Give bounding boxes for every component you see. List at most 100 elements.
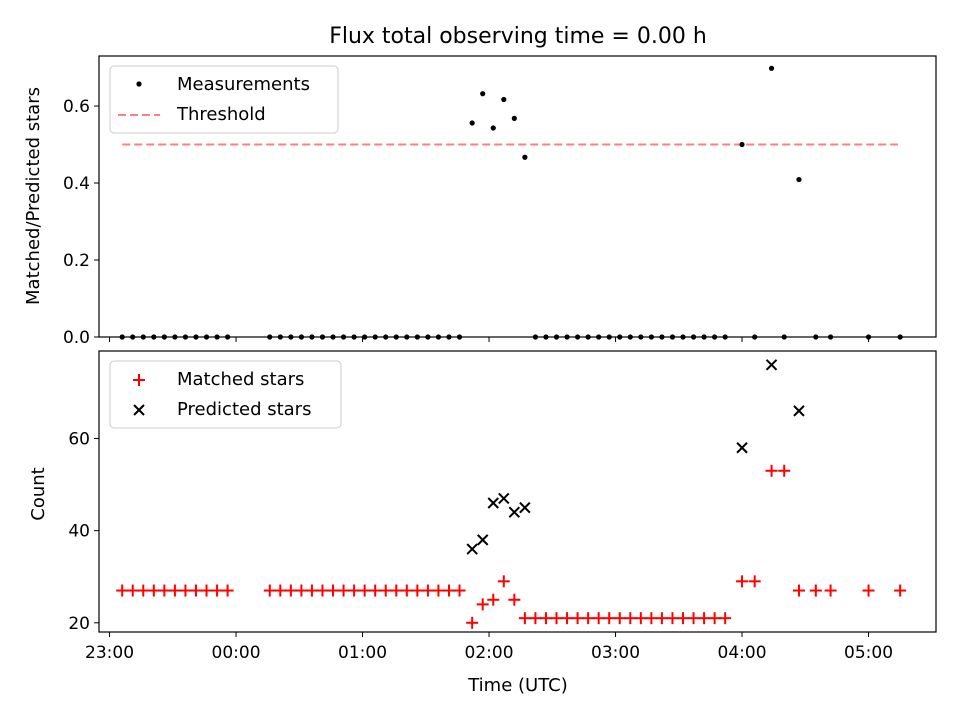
matched-star-point xyxy=(508,593,521,606)
measurement-point xyxy=(796,176,802,183)
measurement-point xyxy=(739,141,745,148)
x-tick-label: 03:00 xyxy=(591,643,640,663)
matched-star-point xyxy=(765,464,778,477)
x-tick-label: 00:00 xyxy=(212,643,261,663)
y-tick-label: 40 xyxy=(68,522,90,542)
matched-star-point xyxy=(221,584,234,597)
matched-star-point xyxy=(369,584,382,597)
predicted-star-point xyxy=(736,442,748,454)
y-tick-label: 0.4 xyxy=(63,174,90,194)
matched-star-point xyxy=(645,612,658,625)
matched-star-point xyxy=(390,584,403,597)
legend-measurements-label: Measurements xyxy=(177,74,310,95)
predicted-star-point xyxy=(498,492,510,505)
top-legend: Measurements Threshold xyxy=(109,65,339,134)
predicted-star-point xyxy=(793,405,805,417)
measurement-point xyxy=(480,91,486,97)
top-axes-frame xyxy=(98,55,937,338)
matched-star-point xyxy=(116,584,129,597)
matched-star-point xyxy=(862,584,875,597)
matched-star-point xyxy=(539,612,552,625)
matched-star-point xyxy=(168,584,181,597)
top-y-axis-label: Matched/Predicted stars xyxy=(23,87,44,305)
matched-star-point xyxy=(189,584,202,597)
matched-star-point xyxy=(666,612,679,625)
top-panel: 0.0 0.2 0.4 0.6 Matched/Predicted stars Mea… xyxy=(23,55,937,348)
legend-predicted-label: Predicted stars xyxy=(177,399,311,420)
matched-star-point xyxy=(550,612,563,625)
matched-star-point xyxy=(421,584,434,597)
matched-star-point xyxy=(284,584,297,597)
matched-star-point xyxy=(592,612,605,625)
matched-star-point xyxy=(529,612,542,625)
legend-threshold-label: Threshold xyxy=(176,104,266,125)
y-tick-label: 0.0 xyxy=(63,328,90,348)
matched-star-point xyxy=(677,612,690,625)
matched-star-point xyxy=(442,584,455,597)
matched-star-point xyxy=(179,584,192,597)
matched-star-point xyxy=(411,584,424,597)
bottom-legend: Matched stars Predicted stars xyxy=(109,360,342,429)
matched-star-point xyxy=(274,584,287,597)
matched-star-point xyxy=(824,584,837,597)
chart-title: Flux total observing time = 0.00 h xyxy=(329,24,707,49)
y-tick-label: 0.6 xyxy=(63,97,90,117)
matched-star-point xyxy=(316,584,329,597)
matched-star-point xyxy=(778,464,791,477)
matched-star-point xyxy=(582,612,595,625)
matched-star-point xyxy=(263,584,276,597)
matched-star-point xyxy=(126,584,139,597)
y-tick-label: 0.2 xyxy=(63,251,90,271)
matched-star-point xyxy=(809,584,822,597)
matched-star-point xyxy=(792,584,805,597)
predicted-star-point xyxy=(519,501,531,514)
matched-star-point xyxy=(624,612,637,625)
measurement-point xyxy=(490,125,496,131)
matched-star-point xyxy=(634,612,647,625)
matched-star-point xyxy=(603,612,616,625)
matched-star-point xyxy=(476,598,489,611)
matched-star-point xyxy=(211,584,224,597)
matched-star-point xyxy=(698,612,711,625)
x-tick-label: 04:00 xyxy=(718,643,767,663)
matched-star-point xyxy=(305,584,318,597)
measurement-point xyxy=(522,154,528,160)
bottom-y-axis-label: Count xyxy=(28,467,49,520)
matched-star-point xyxy=(561,612,574,625)
top-x-axis-ticks xyxy=(109,337,870,342)
legend-matched-marker xyxy=(133,374,145,386)
predicted-star-point xyxy=(466,543,478,555)
matched-star-point xyxy=(453,584,466,597)
bottom-plot-area xyxy=(116,359,907,629)
matched-star-point xyxy=(137,584,150,597)
x-tick-label: 05:00 xyxy=(844,643,893,663)
bottom-panel: 20 40 60 23:00 00:00 01:00 02:00 03:00 04:00 05:… xyxy=(28,350,937,696)
bottom-axes-frame xyxy=(98,350,937,633)
matched-star-point xyxy=(358,584,371,597)
predicted-star-point xyxy=(508,506,521,518)
y-tick-label: 60 xyxy=(68,430,90,450)
legend-measurements-marker xyxy=(136,81,142,87)
matched-star-point xyxy=(432,584,445,597)
matched-star-point xyxy=(487,593,500,606)
matched-star-point xyxy=(147,584,160,597)
matched-star-point xyxy=(327,584,340,597)
measurement-point xyxy=(501,96,507,103)
matched-star-point xyxy=(613,612,626,625)
x-tick-label: 23:00 xyxy=(85,643,134,663)
legend-predicted-marker xyxy=(133,404,145,416)
measurement-point xyxy=(511,115,517,121)
matched-star-point xyxy=(348,584,361,597)
matched-star-point xyxy=(748,575,761,588)
matched-star-point xyxy=(719,612,732,625)
measurement-point xyxy=(768,65,775,71)
matched-star-point xyxy=(655,612,668,625)
predicted-star-point xyxy=(477,534,489,546)
x-tick-label: 02:00 xyxy=(465,643,514,663)
matched-star-point xyxy=(894,584,907,597)
matched-star-point xyxy=(295,584,308,597)
matched-star-point xyxy=(497,575,510,588)
matched-star-point xyxy=(571,612,584,625)
matched-star-point xyxy=(687,612,700,625)
x-tick-label: 01:00 xyxy=(338,643,387,663)
